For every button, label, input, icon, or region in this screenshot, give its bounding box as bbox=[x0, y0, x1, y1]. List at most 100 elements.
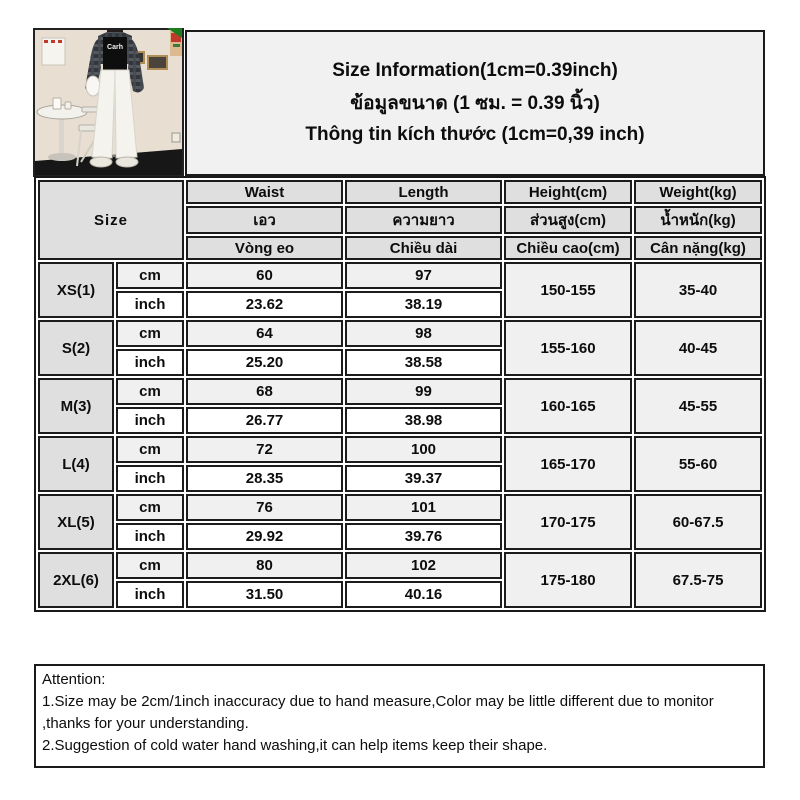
length-cm-value: 99 bbox=[345, 378, 503, 405]
size-name-cell: L(4) bbox=[38, 436, 114, 492]
unit-cm-cell: cm bbox=[116, 320, 185, 347]
note-mark bbox=[44, 40, 48, 43]
pants-left-leg bbox=[91, 69, 116, 159]
unit-inch-cell: inch bbox=[116, 465, 185, 492]
size-header-cell: Size bbox=[38, 180, 185, 260]
size-row-inch: inch 31.50 40.16 bbox=[38, 581, 762, 608]
unit-cm-cell: cm bbox=[116, 378, 185, 405]
poster-art bbox=[173, 44, 180, 47]
waist-cm-value: 80 bbox=[186, 552, 344, 579]
length-inch-value: 39.76 bbox=[345, 523, 503, 550]
unit-inch-cell: inch bbox=[116, 581, 185, 608]
shoe bbox=[89, 156, 113, 168]
title-english: Size Information(1cm=0.39inch) bbox=[332, 60, 618, 81]
height-range-value: 150-155 bbox=[504, 262, 633, 318]
size-row-cm: S(2) cm 64 98 155-160 40-45 bbox=[38, 320, 763, 376]
wall-note bbox=[41, 37, 66, 66]
pants-crease bbox=[113, 73, 116, 158]
size-table-body: XS(1) cm 60 97 150-155 35-40 inch 23.62 38.19 S(2… bbox=[38, 262, 763, 608]
glass bbox=[64, 101, 72, 110]
unit-inch-cell: inch bbox=[116, 291, 185, 318]
col-waist-en: Waist bbox=[186, 180, 344, 204]
length-inch-value: 38.19 bbox=[345, 291, 503, 318]
product-photo-scene: Carh bbox=[35, 30, 182, 175]
length-cm-value: 101 bbox=[345, 494, 503, 521]
waist-cm-value: 60 bbox=[186, 262, 344, 289]
note-mark bbox=[58, 40, 62, 43]
weight-range-value: 35-40 bbox=[634, 262, 763, 318]
weight-range-value: 55-60 bbox=[634, 436, 763, 492]
shoe bbox=[115, 156, 139, 168]
col-weight-th: น้ำหนัก(kg) bbox=[634, 206, 763, 234]
power-outlet bbox=[171, 132, 181, 143]
waist-cm-value: 64 bbox=[186, 320, 344, 347]
size-name-cell: S(2) bbox=[38, 320, 114, 376]
weight-range-value: 40-45 bbox=[634, 320, 763, 376]
height-range-value: 155-160 bbox=[504, 320, 633, 376]
unit-cm-cell: cm bbox=[116, 262, 185, 289]
weight-range-value: 45-55 bbox=[634, 378, 763, 434]
cup bbox=[52, 97, 62, 110]
waist-inch-value: 28.35 bbox=[186, 465, 344, 492]
table-leg bbox=[59, 115, 64, 157]
unit-inch-cell: inch bbox=[116, 349, 185, 376]
unit-cm-cell: cm bbox=[116, 552, 185, 579]
length-cm-value: 98 bbox=[345, 320, 503, 347]
size-row-cm: 2XL(6) cm 80 102 175-180 67.5-75 bbox=[38, 552, 763, 608]
attention-note-1: 1.Size may be 2cm/1inch inaccuracy due t… bbox=[42, 693, 714, 732]
chair-leg bbox=[76, 130, 82, 167]
title-box: Size Information(1cm=0.39inch) ข้อมูลขนา… bbox=[185, 30, 765, 176]
size-row-cm: XL(5) cm 76 101 170-175 60-67.5 bbox=[38, 494, 763, 550]
attention-heading: Attention: bbox=[42, 671, 106, 688]
size-table-header: Size Waist Length Height(cm) Weight(kg) … bbox=[38, 180, 763, 260]
size-name-cell: M(3) bbox=[38, 378, 114, 434]
col-length-th: ความยาว bbox=[345, 206, 503, 234]
weight-range-value: 60-67.5 bbox=[634, 494, 763, 550]
tshirt-logo-text: Carh bbox=[107, 44, 123, 51]
size-row-inch: inch 23.62 38.19 bbox=[38, 291, 762, 318]
title-vietnamese: Thông tin kích thước (1cm=0,39 inch) bbox=[305, 124, 645, 145]
col-height-en: Height(cm) bbox=[504, 180, 633, 204]
length-cm-value: 97 bbox=[345, 262, 503, 289]
note-mark bbox=[51, 40, 55, 43]
waist-inch-value: 31.50 bbox=[186, 581, 344, 608]
size-table: Size Waist Length Height(cm) Weight(kg) … bbox=[34, 176, 767, 612]
length-cm-value: 102 bbox=[345, 552, 503, 579]
waist-inch-value: 23.62 bbox=[186, 291, 344, 318]
size-name-cell: XS(1) bbox=[38, 262, 114, 318]
waist-inch-value: 25.20 bbox=[186, 349, 344, 376]
pants-right-leg bbox=[114, 69, 138, 159]
col-height-th: ส่วนสูง(cm) bbox=[504, 206, 633, 234]
shoulder-bag bbox=[85, 75, 101, 97]
length-inch-value: 38.98 bbox=[345, 407, 503, 434]
col-length-vi: Chiều dài bbox=[345, 236, 503, 260]
waist-cm-value: 72 bbox=[186, 436, 344, 463]
picture-frame-art bbox=[149, 57, 166, 68]
title-thai: ข้อมูลขนาด (1 ซม. = 0.39 นิ้ว) bbox=[350, 93, 600, 114]
col-length-en: Length bbox=[345, 180, 503, 204]
product-photo: Carh bbox=[33, 28, 184, 177]
height-range-value: 160-165 bbox=[504, 378, 633, 434]
table-base bbox=[48, 153, 76, 161]
size-row-cm: L(4) cm 72 100 165-170 55-60 bbox=[38, 436, 763, 492]
waist-inch-value: 26.77 bbox=[186, 407, 344, 434]
size-row-inch: inch 25.20 38.58 bbox=[38, 349, 762, 376]
size-row-inch: inch 28.35 39.37 bbox=[38, 465, 762, 492]
col-weight-en: Weight(kg) bbox=[634, 180, 763, 204]
unit-cm-cell: cm bbox=[116, 494, 185, 521]
unit-inch-cell: inch bbox=[116, 523, 185, 550]
col-waist-vi: Vòng eo bbox=[186, 236, 344, 260]
waist-inch-value: 29.92 bbox=[186, 523, 344, 550]
attention-box: Attention: 1.Size may be 2cm/1inch inacc… bbox=[34, 664, 765, 768]
size-name-cell: XL(5) bbox=[38, 494, 114, 550]
size-name-cell: 2XL(6) bbox=[38, 552, 114, 608]
col-waist-th: เอว bbox=[186, 206, 344, 234]
weight-range-value: 67.5-75 bbox=[634, 552, 763, 608]
waist-cm-value: 76 bbox=[186, 494, 344, 521]
unit-cm-cell: cm bbox=[116, 436, 185, 463]
waist-cm-value: 68 bbox=[186, 378, 344, 405]
size-row-inch: inch 29.92 39.76 bbox=[38, 523, 762, 550]
size-row-cm: XS(1) cm 60 97 150-155 35-40 bbox=[38, 262, 763, 318]
size-row-inch: inch 26.77 38.98 bbox=[38, 407, 762, 434]
